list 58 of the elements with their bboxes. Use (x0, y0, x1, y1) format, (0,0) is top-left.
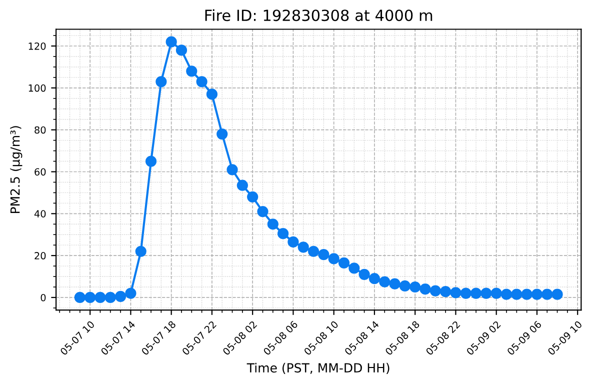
point (552, 288, 563, 300)
point (226, 164, 238, 176)
point (298, 242, 309, 253)
point (450, 287, 462, 298)
point (531, 288, 543, 300)
point (338, 257, 350, 268)
chart-title: Fire ID: 192830308 at 4000 m (205, 9, 432, 22)
point (410, 281, 421, 293)
point (206, 88, 218, 100)
y-tick-label: 0 (40, 294, 46, 302)
y-tick-label: 60 (34, 168, 46, 176)
point (196, 76, 208, 88)
point (328, 253, 340, 264)
point (470, 288, 482, 299)
point (166, 36, 177, 48)
point (135, 246, 146, 257)
point (440, 286, 452, 298)
point (156, 76, 167, 88)
point (84, 292, 96, 304)
point (389, 278, 400, 290)
point (277, 228, 289, 240)
point (288, 236, 299, 248)
y-tick-label: 120 (28, 42, 46, 50)
point (114, 290, 126, 302)
y-axis-title: PM2.5 (µg/m³) (10, 126, 22, 214)
point (257, 206, 268, 218)
point (420, 284, 431, 295)
point (368, 273, 380, 284)
point (74, 292, 86, 304)
point (176, 44, 188, 56)
point (542, 288, 553, 300)
point (267, 218, 278, 230)
point (104, 292, 116, 304)
point (500, 288, 512, 300)
point (430, 285, 441, 296)
point (511, 288, 522, 300)
y-tick-label: 20 (34, 252, 46, 260)
point (308, 246, 320, 257)
y-tick-label: 80 (34, 126, 46, 134)
point (379, 276, 390, 288)
y-tick-label: 100 (28, 84, 46, 92)
point (247, 191, 258, 202)
point (399, 280, 410, 292)
point (318, 248, 330, 260)
y-tick-label: 40 (34, 210, 46, 218)
point (186, 66, 198, 77)
point (94, 292, 106, 304)
point (460, 288, 472, 299)
point (216, 128, 228, 140)
point (125, 288, 136, 299)
point (236, 180, 248, 191)
point (521, 288, 532, 300)
x-axis-title: Time (PST, MM-DD HH) (246, 362, 390, 374)
point (480, 288, 492, 299)
point (490, 288, 502, 299)
point (145, 156, 157, 167)
point (358, 268, 370, 280)
point (348, 262, 360, 274)
